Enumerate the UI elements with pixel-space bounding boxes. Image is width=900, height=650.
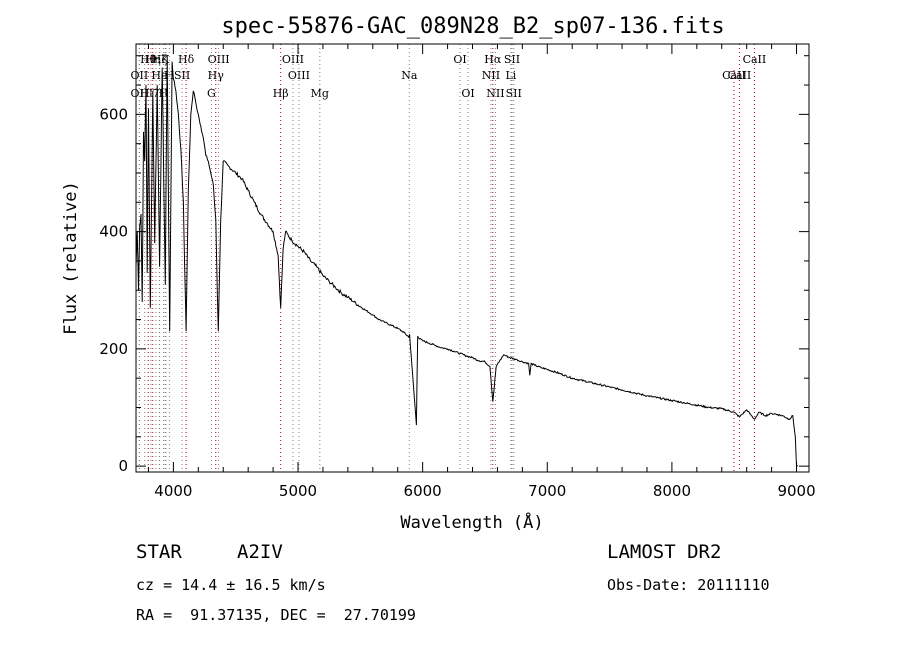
line-label: K (161, 53, 170, 66)
line-label: Na (401, 69, 418, 82)
x-tick-label: 7000 (528, 482, 566, 500)
x-tick-label: 9000 (777, 482, 815, 500)
observation-date: Obs-Date: 20111110 (607, 576, 770, 594)
y-tick-label: 200 (99, 340, 128, 358)
x-tick-label: 4000 (154, 482, 192, 500)
y-tick-label: 0 (118, 457, 128, 475)
y-axis-label: Flux (relative) (61, 181, 81, 335)
line-label: G (207, 87, 216, 100)
coordinates-text: RA = 91.37135, DEC = 27.70199 (136, 606, 416, 624)
spectrum-line (135, 55, 799, 467)
line-label: OII (131, 69, 149, 82)
line-label: OIII (208, 53, 230, 66)
line-label: Mg (311, 87, 329, 100)
x-tick-label: 8000 (653, 482, 691, 500)
x-tick-label: 6000 (404, 482, 442, 500)
line-label: I (164, 69, 168, 82)
y-tick-label: 600 (99, 105, 128, 123)
line-label: H (159, 87, 169, 100)
object-type: STAR (136, 541, 182, 563)
spectral-subclass: A2IV (237, 541, 283, 563)
survey-name: LAMOST DR2 (607, 541, 722, 563)
line-label: SII (506, 87, 522, 100)
line-label: SII (504, 53, 520, 66)
redshift-text: cz = 14.4 ± 16.5 km/s (136, 576, 326, 594)
line-label: 7 (152, 87, 159, 100)
x-axis-label: Wavelength (Å) (400, 511, 543, 533)
line-markers (138, 44, 755, 472)
line-label: I (149, 87, 153, 100)
y-tick-label: 400 (99, 223, 128, 241)
plot-frame (135, 43, 810, 473)
line-label: OI (461, 87, 474, 100)
line-label: Hα (484, 53, 502, 66)
line-label: Hη (145, 53, 161, 66)
axis-ticks: 4000 5000 6000 7000 8000 9000 0 200 400 600 (99, 44, 816, 500)
line-label: OI (453, 53, 466, 66)
chart-title: spec-55876-GAC_089N28_B2_sp07-136.fits (221, 14, 724, 39)
line-label: OII (131, 87, 149, 100)
line-label: H (140, 87, 150, 100)
x-tick-label: 5000 (279, 482, 317, 500)
line-label: Li (505, 69, 516, 82)
line-label: H (165, 69, 175, 82)
line-label: CaII (743, 53, 767, 66)
line-label: Hβ (273, 87, 289, 100)
